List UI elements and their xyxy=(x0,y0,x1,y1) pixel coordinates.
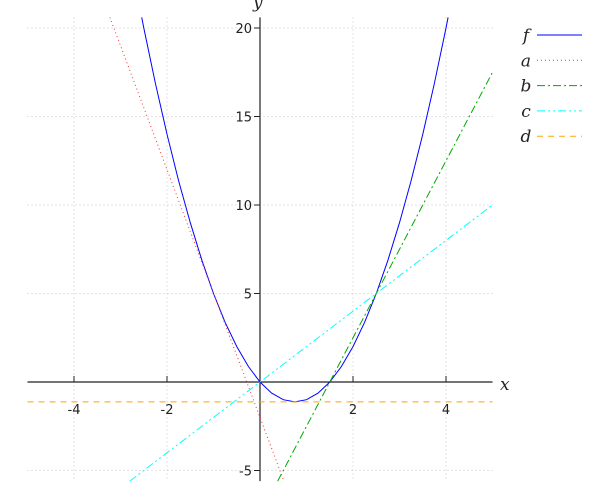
legend-label-d: d xyxy=(521,127,532,147)
series-b-line xyxy=(277,72,493,482)
y-tick-label: 5 xyxy=(244,288,252,303)
x-tick-label: 4 xyxy=(442,403,450,418)
x-tick-label: -2 xyxy=(161,403,174,418)
series-a-line xyxy=(109,17,285,482)
y-tick-label: -5 xyxy=(239,465,252,480)
y-tick-label: 10 xyxy=(235,199,252,214)
y-tick-label: 20 xyxy=(235,22,252,37)
x-tick-label: 2 xyxy=(349,403,357,418)
y-tick-label: 15 xyxy=(235,111,252,126)
legend-label-b: b xyxy=(521,77,532,97)
legend-label-c: c xyxy=(521,102,531,122)
x-axis-label: x xyxy=(500,375,510,395)
series-f-line xyxy=(141,17,449,403)
legend-label-f: f xyxy=(521,26,532,46)
x-tick-label: -4 xyxy=(68,403,81,418)
legend-label-a: a xyxy=(521,51,531,71)
series-group xyxy=(27,17,493,482)
axes: -4 -2 2 4 -5 5 10 15 20 xyxy=(27,17,493,482)
y-axis-label: y xyxy=(252,0,263,13)
series-c-line xyxy=(129,204,493,482)
